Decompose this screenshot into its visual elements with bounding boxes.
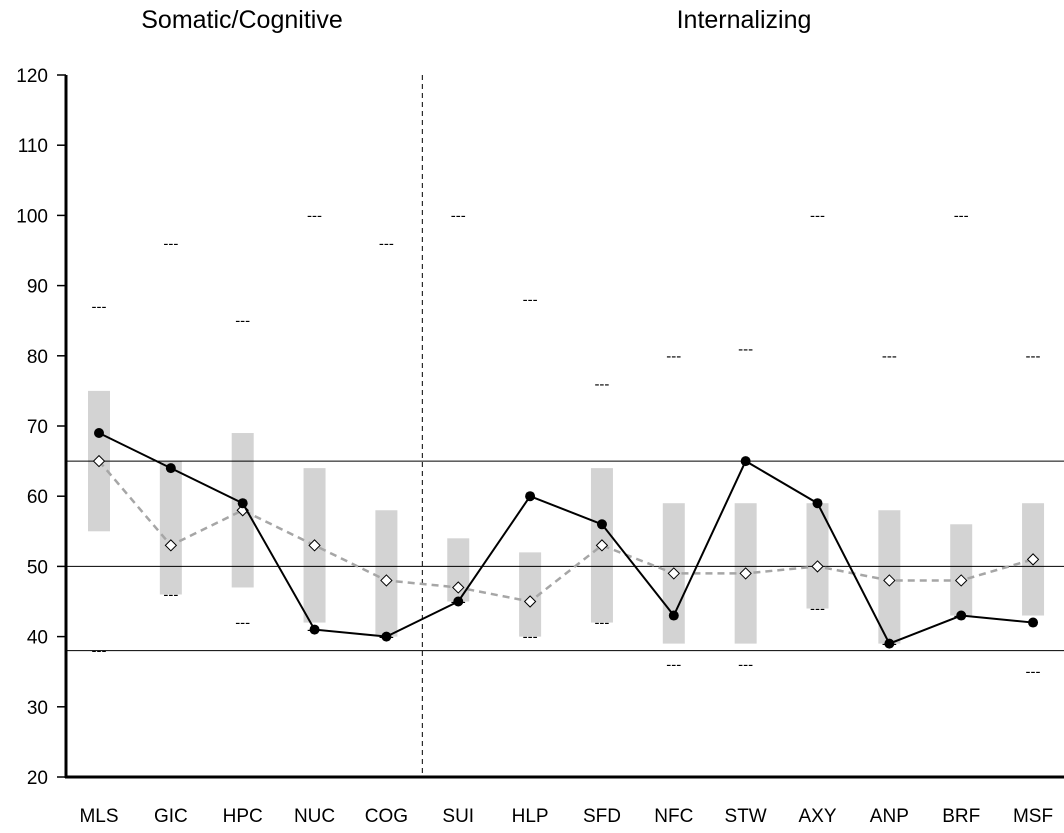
x-tick-label-brf: BRF — [942, 806, 980, 827]
panel-title-internalizing: Internalizing — [677, 6, 812, 34]
upper-mark-msf: --- — [1026, 348, 1041, 365]
series-1-point-anp — [884, 638, 895, 649]
range-bar-gic — [159, 461, 182, 595]
upper-mark-gic: --- — [163, 235, 178, 252]
range-bar-hlp — [519, 552, 542, 637]
y-tick-label: 60 — [27, 487, 48, 508]
series-layer — [92, 428, 1040, 649]
range-bars — [88, 390, 1045, 644]
range-bar-cog — [375, 510, 398, 637]
series-2-point-nfc — [667, 567, 681, 580]
series-1-point-hpc — [237, 498, 248, 509]
series-1-point-sui — [453, 596, 464, 607]
y-tick-label: 40 — [27, 628, 48, 649]
y-tick-label: 70 — [27, 417, 48, 438]
axes: 20 30 40 50 60 70 80 90 100 110 120 MLS GIC HPC NUC COG… — [16, 66, 1064, 827]
upper-mark-cog: --- — [379, 235, 394, 252]
lower-mark-sfd: --- — [594, 615, 609, 632]
lower-mark-stw: --- — [738, 657, 753, 674]
panel-title-somatic: Somatic/Cognitive — [141, 6, 342, 34]
lower-mark-gic: --- — [163, 586, 178, 603]
series-1-point-hlp — [525, 491, 536, 502]
upper-mark-stw: --- — [738, 341, 753, 358]
upper-mark-hlp: --- — [523, 292, 538, 309]
y-tick-label: 90 — [27, 277, 48, 298]
series-2-point-axy — [811, 560, 824, 573]
lower-mark-axy: --- — [810, 601, 825, 618]
series-2-point-mls — [92, 454, 106, 468]
series-2-point-anp — [883, 574, 896, 587]
series-2-point-sfd — [595, 539, 609, 552]
series-1-point-nfc — [668, 610, 679, 621]
lower-mark-hpc: --- — [235, 615, 250, 632]
upper-mark-axy: --- — [810, 207, 825, 224]
range-bar-brf — [950, 524, 973, 616]
y-tick-label: 100 — [16, 206, 48, 227]
reference-marks: --- --- --- --- --- --- --- --- --- --- --- --- --- -… — [92, 207, 1041, 680]
series-1-point-mls — [94, 428, 104, 439]
upper-mark-sui: --- — [451, 207, 466, 224]
series-1-point-stw — [740, 456, 751, 467]
upper-mark-nfc: --- — [666, 348, 681, 365]
series-1-point-sfd — [596, 519, 607, 530]
upper-mark-sfd: --- — [594, 376, 609, 393]
series-1-point-msf — [1028, 617, 1039, 628]
lower-mark-msf: --- — [1026, 664, 1041, 681]
series-2-point-sui — [452, 581, 465, 594]
series-2-point-nuc — [308, 539, 321, 552]
y-tick-label: 20 — [27, 768, 48, 789]
range-bar-sui — [447, 538, 470, 602]
x-tick-label-axy: AXY — [798, 806, 836, 827]
series-1-point-axy — [812, 498, 823, 509]
x-tick-label-gic: GIC — [154, 806, 188, 827]
upper-mark-anp: --- — [882, 348, 897, 365]
x-tick-label-anp: ANP — [870, 806, 909, 827]
x-tick-label-msf: MSF — [1013, 806, 1053, 827]
range-bar-axy — [806, 503, 829, 609]
upper-mark-nuc: --- — [307, 207, 322, 224]
upper-mark-hpc: --- — [235, 313, 250, 330]
series-2-point-hlp — [523, 595, 537, 608]
lower-mark-mls: --- — [92, 643, 107, 660]
series-2-line — [98, 460, 1034, 603]
y-tick-label: 80 — [27, 347, 48, 368]
series-2-point-msf — [1026, 553, 1040, 566]
x-tick-label-cog: COG — [365, 806, 408, 827]
series-2-point-stw — [739, 567, 752, 580]
y-tick-label: 50 — [27, 557, 48, 578]
x-tick-label-nfc: NFC — [654, 806, 693, 827]
series-2-point-gic — [164, 539, 178, 552]
upper-mark-mls: --- — [92, 299, 107, 316]
series-1-line — [98, 432, 1034, 645]
x-tick-label-hpc: HPC — [223, 806, 263, 827]
reference-lines — [66, 460, 1064, 652]
y-tick-label: 110 — [18, 136, 48, 157]
series-1-point-nuc — [309, 624, 320, 635]
lower-mark-hlp: --- — [523, 629, 538, 646]
x-tick-label-mls: MLS — [79, 806, 118, 827]
y-tick-label: 30 — [27, 698, 48, 719]
y-tick-label: 120 — [16, 66, 48, 87]
x-tick-label-sui: SUI — [442, 806, 474, 827]
x-tick-label-nuc: NUC — [294, 806, 335, 827]
series-1-point-brf — [956, 610, 967, 621]
series-2-point-cog — [380, 574, 393, 587]
upper-mark-brf: --- — [954, 207, 969, 224]
series-1-point-cog — [381, 631, 392, 642]
x-tick-label-hlp: HLP — [512, 806, 549, 827]
lower-mark-nfc: --- — [666, 657, 681, 674]
series-1-point-gic — [165, 463, 176, 474]
series-2-point-brf — [954, 574, 968, 587]
x-tick-label-stw: STW — [725, 806, 767, 827]
x-tick-label-sfd: SFD — [583, 806, 621, 827]
